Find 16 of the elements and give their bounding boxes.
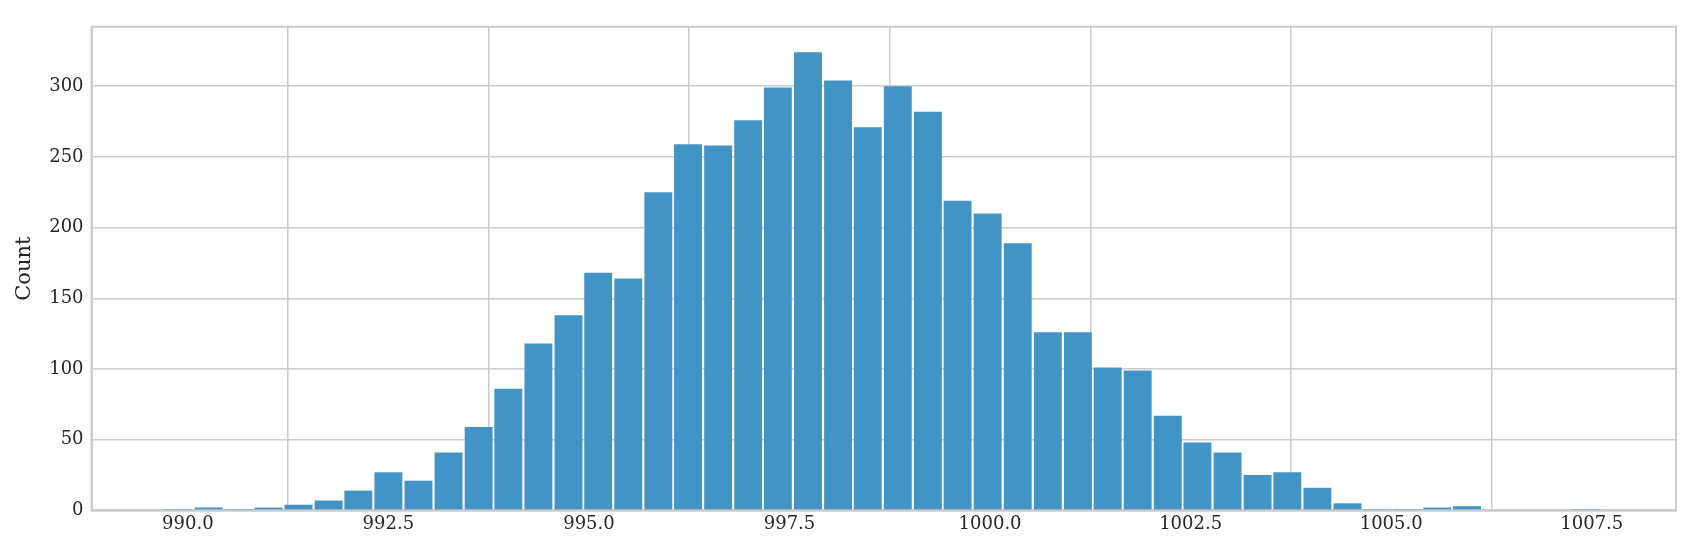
x-tick-label: 992.5 [362, 511, 415, 533]
y-tick-label: 200 [49, 215, 84, 237]
y-axis-title: Count [11, 235, 36, 301]
y-tick-label: 50 [60, 427, 84, 449]
x-tick-label: 997.5 [763, 511, 816, 533]
x-tick-label: 1002.5 [1159, 511, 1223, 533]
y-tick-label: 0 [72, 498, 84, 520]
y-tick-label: 250 [49, 144, 84, 166]
x-tick-label: 1007.5 [1560, 511, 1624, 533]
x-tick-label: 1000.0 [958, 511, 1022, 533]
x-tick-label: 1005.0 [1359, 511, 1423, 533]
x-tick-label: 990.0 [162, 511, 214, 533]
y-tick-label: 150 [49, 285, 84, 307]
y-tick-label: 100 [49, 356, 84, 378]
x-tick-label: 995.0 [563, 511, 615, 533]
y-tick-label: 300 [49, 73, 84, 95]
